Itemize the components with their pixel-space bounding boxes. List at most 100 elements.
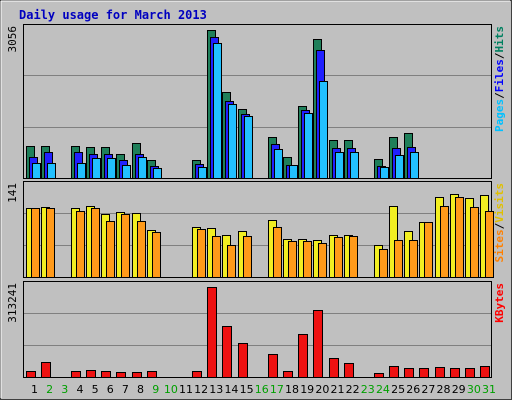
bar-kbytes-day-26: [404, 368, 414, 378]
x-tick-label: 16: [255, 383, 269, 396]
bar-sites-day-7: [121, 214, 130, 278]
legend-item-visits: Visits: [493, 183, 506, 223]
bar-kbytes-day-13: [207, 287, 217, 378]
bar-kbytes-day-29: [450, 368, 460, 378]
bar-kbytes-day-21: [329, 358, 339, 378]
bar-pages-day-14: [228, 104, 237, 179]
bar-kbytes-day-19: [298, 334, 308, 378]
x-tick-label: 28: [437, 383, 451, 396]
x-tick-label: 25: [391, 383, 405, 396]
bar-kbytes-day-15: [238, 343, 248, 378]
bar-pages-day-22: [350, 152, 359, 179]
bar-sites-day-15: [243, 236, 252, 278]
x-tick-label: 30: [467, 383, 481, 396]
bar-sites-day-18: [288, 241, 297, 278]
x-tick-label: 7: [122, 383, 129, 396]
bar-pages-day-20: [319, 81, 328, 179]
x-tick-label: 22: [346, 383, 360, 396]
bar-kbytes-day-7: [116, 372, 126, 378]
bar-sites-day-25: [394, 240, 403, 278]
bar-kbytes-day-24: [374, 373, 384, 378]
bar-kbytes-day-25: [389, 366, 399, 378]
bar-kbytes-day-28: [435, 367, 445, 378]
legend-item-pages: Pages: [493, 99, 506, 132]
bar-kbytes-day-2: [41, 362, 51, 378]
bar-kbytes-day-5: [86, 370, 96, 378]
bar-pages-day-24: [380, 167, 389, 179]
bar-pages-day-7: [122, 165, 131, 179]
bar-sites-day-17: [273, 227, 282, 278]
y-max-label: 3056: [6, 26, 19, 53]
bar-kbytes-day-17: [268, 354, 278, 378]
bar-pages-day-12: [198, 167, 207, 179]
bar-pages-day-13: [213, 43, 222, 179]
bar-sites-day-24: [379, 249, 388, 278]
bar-kbytes-day-12: [192, 371, 202, 378]
bar-sites-day-12: [197, 229, 206, 278]
bar-kbytes-day-20: [313, 310, 323, 378]
x-tick-label: 29: [452, 383, 466, 396]
bar-kbytes-day-30: [465, 368, 475, 378]
bar-kbytes-day-6: [101, 371, 111, 378]
bar-pages-day-21: [335, 152, 344, 179]
x-tick-label: 11: [179, 383, 193, 396]
x-tick-label: 4: [76, 383, 83, 396]
legend-pages-files-hits: Pages/Files/Hits: [493, 26, 506, 132]
bar-pages-day-5: [92, 158, 101, 179]
x-tick-label: 13: [209, 383, 223, 396]
bar-pages-day-2: [47, 163, 56, 179]
bar-pages-day-17: [274, 149, 283, 179]
bar-kbytes-day-27: [419, 368, 429, 378]
x-tick-label: 12: [194, 383, 208, 396]
bar-pages-day-18: [289, 165, 298, 179]
x-tick-label: 21: [331, 383, 345, 396]
bar-sites-day-30: [470, 207, 479, 278]
x-tick-label: 26: [406, 383, 420, 396]
x-tick-label: 27: [421, 383, 435, 396]
bar-kbytes-day-4: [71, 371, 81, 378]
bar-pages-day-6: [107, 158, 116, 179]
legend-item-hits: Hits: [493, 26, 506, 53]
legend-item-sep: /: [493, 92, 506, 99]
bar-sites-day-14: [227, 245, 236, 278]
x-tick-label: 1: [31, 383, 38, 396]
bar-sites-day-6: [106, 221, 115, 278]
x-tick-label: 6: [107, 383, 114, 396]
bar-kbytes-day-1: [26, 371, 36, 378]
legend-item-sites: Sites: [493, 229, 506, 262]
bar-pages-day-26: [410, 152, 419, 179]
bar-sites-day-31: [485, 211, 494, 278]
bar-kbytes-day-9: [147, 371, 157, 378]
x-tick-label: 15: [240, 383, 254, 396]
bar-sites-day-20: [318, 243, 327, 278]
bar-sites-day-5: [91, 208, 100, 278]
x-tick-label: 5: [92, 383, 99, 396]
bar-sites-day-1: [31, 208, 40, 278]
x-tick-label: 23: [361, 383, 375, 396]
x-tick-label: 19: [300, 383, 314, 396]
bar-pages-day-25: [395, 155, 404, 179]
y-max-label: 313241: [6, 283, 19, 323]
bar-pages-day-15: [244, 116, 253, 179]
bar-kbytes-day-22: [344, 363, 354, 378]
bar-pages-day-19: [304, 113, 313, 179]
bar-pages-day-9: [153, 168, 162, 179]
bar-sites-day-19: [303, 241, 312, 278]
x-tick-label: 17: [270, 383, 284, 396]
bar-sites-day-4: [76, 211, 85, 278]
legend-visits-sites: Sites/Visits: [493, 183, 506, 263]
bar-kbytes-day-31: [480, 366, 490, 378]
chart-title: Daily usage for March 2013: [19, 8, 207, 22]
bar-sites-day-8: [137, 221, 146, 278]
bar-sites-day-13: [212, 236, 221, 278]
bar-pages-day-1: [32, 163, 41, 179]
x-tick-label: 10: [164, 383, 178, 396]
x-tick-label: 18: [285, 383, 299, 396]
x-tick-label: 9: [152, 383, 159, 396]
x-tick-label: 14: [224, 383, 238, 396]
y-max-label: 141: [6, 183, 19, 203]
bar-sites-day-26: [409, 240, 418, 278]
x-tick-label: 2: [46, 383, 53, 396]
